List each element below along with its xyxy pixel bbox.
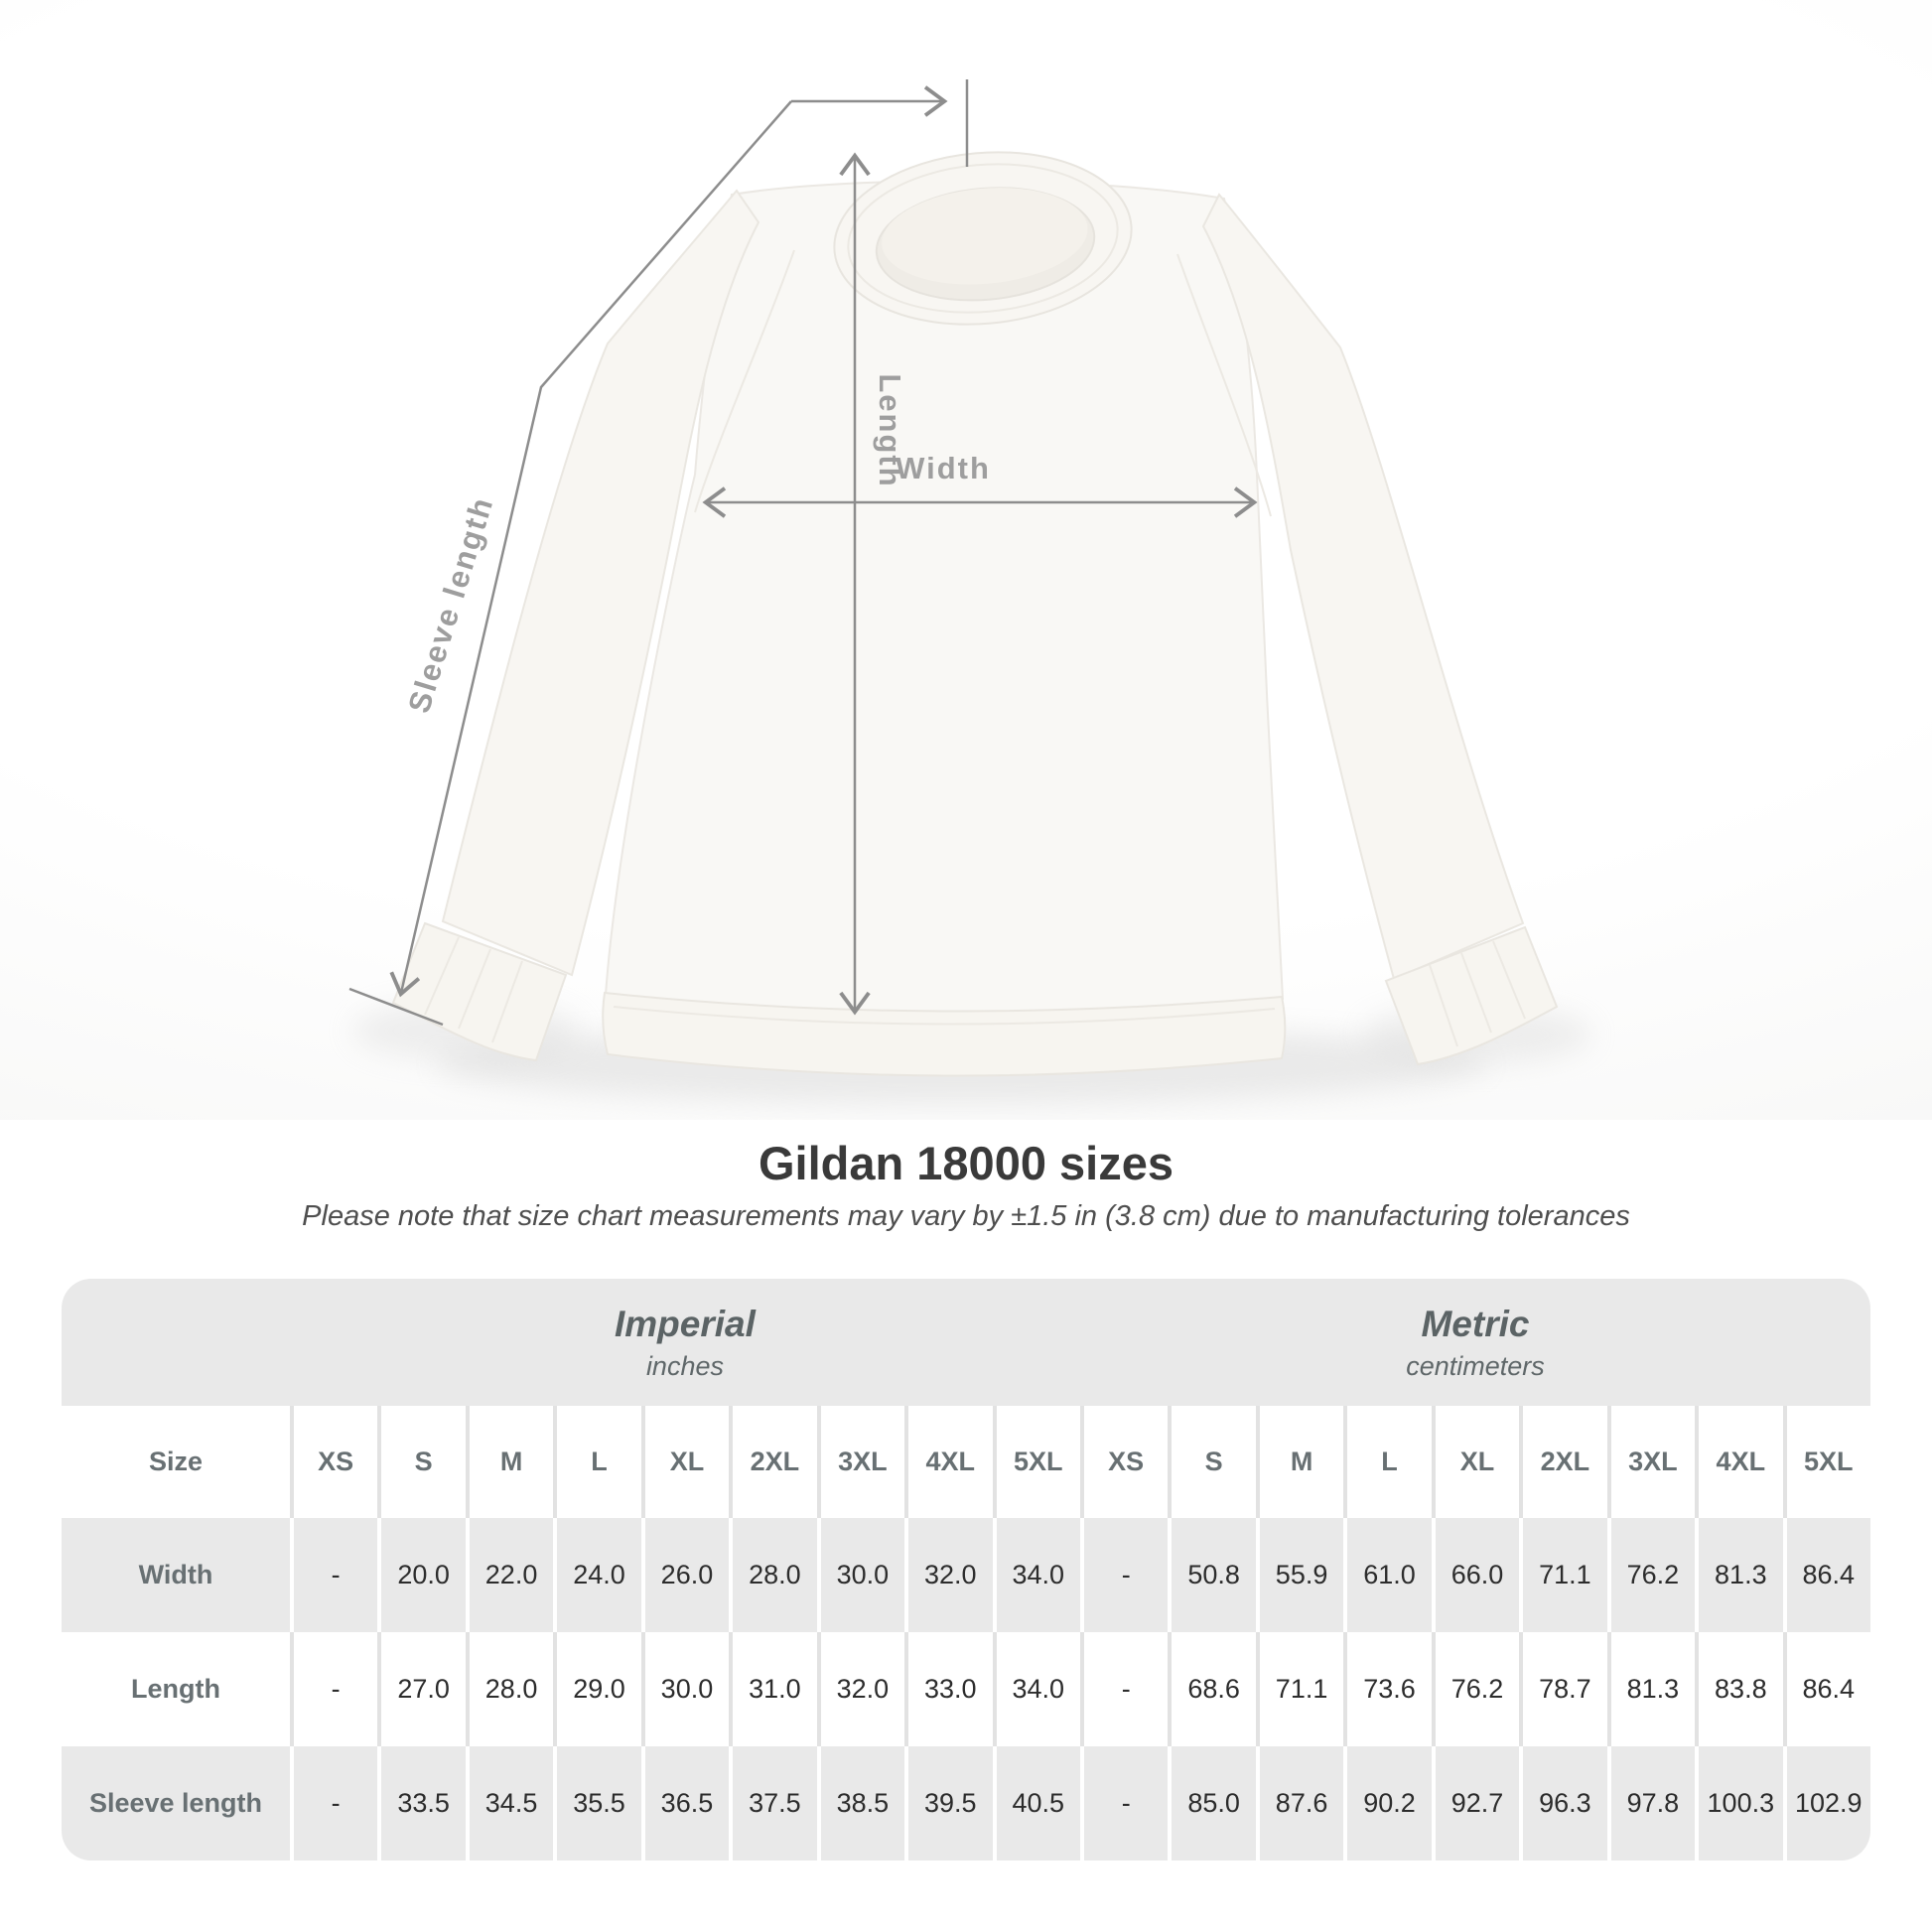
measurement-value-cell: 85.0 [1168, 1746, 1256, 1861]
measurement-value-cell: 37.5 [729, 1746, 817, 1861]
size-header-cell: L [1343, 1406, 1432, 1518]
sweatshirt-diagram-svg: Length Width Sleeve length [348, 79, 1591, 1104]
measurement-value-cell: 20.0 [377, 1518, 466, 1632]
size-header-cell: XL [640, 1406, 730, 1518]
measurement-value-cell: 26.0 [640, 1518, 730, 1632]
measurement-value-cell: 39.5 [904, 1746, 993, 1861]
unit-group-name: Imperial [615, 1303, 756, 1344]
size-header-cell: XS [1079, 1406, 1169, 1518]
measurement-value-cell: 81.3 [1606, 1632, 1696, 1746]
measurement-value-cell: 22.0 [465, 1518, 554, 1632]
measurement-value-cell: 78.7 [1519, 1632, 1607, 1746]
size-header-cell: XS [289, 1406, 378, 1518]
size-header-cell: XL [1431, 1406, 1520, 1518]
measurement-value-cell: 34.0 [992, 1518, 1080, 1632]
measurement-value-cell: 34.0 [992, 1632, 1080, 1746]
measurement-value-cell: 90.2 [1343, 1746, 1432, 1861]
measurement-value-cell: - [1079, 1746, 1169, 1861]
measurement-value-cell: 33.5 [377, 1746, 466, 1861]
measurement-value-cell: 76.2 [1431, 1632, 1520, 1746]
size-header-cell: 5XL [992, 1406, 1080, 1518]
measurement-value-cell: 29.0 [553, 1632, 641, 1746]
sweatshirt-illustration [352, 151, 1591, 1104]
measurement-value-cell: 40.5 [992, 1746, 1080, 1861]
measurement-value-cell: 81.3 [1695, 1518, 1783, 1632]
measurement-value-cell: - [1079, 1632, 1169, 1746]
measurement-value-cell: 86.4 [1782, 1518, 1870, 1632]
sleeve-length-label: Sleeve length [401, 492, 500, 717]
measurement-value-cell: 61.0 [1343, 1518, 1432, 1632]
measurement-value-cell: 32.0 [816, 1632, 905, 1746]
measurement-value-cell: 73.6 [1343, 1632, 1432, 1746]
size-header-cell: M [1255, 1406, 1344, 1518]
measurement-value-cell: - [289, 1746, 378, 1861]
bottom-margin [0, 1861, 1932, 1914]
measurement-value-cell: 33.0 [904, 1632, 993, 1746]
measurement-value-cell: 96.3 [1519, 1746, 1607, 1861]
unit-group-unit: inches [645, 1350, 724, 1381]
unit-group-metric: Metric centimeters [1080, 1279, 1870, 1406]
length-label: Length [873, 373, 907, 487]
unit-group-unit: centimeters [1406, 1350, 1545, 1381]
measurement-value-cell: 68.6 [1168, 1632, 1256, 1746]
measurement-row-label: Length [62, 1632, 290, 1746]
product-photo-section: Length Width Sleeve length [0, 0, 1932, 1120]
size-header-cell: M [465, 1406, 554, 1518]
size-header-cell: S [377, 1406, 466, 1518]
size-header-cell: 5XL [1782, 1406, 1870, 1518]
measurement-value-cell: 28.0 [465, 1632, 554, 1746]
measurement-value-cell: - [1079, 1518, 1169, 1632]
unit-group-name: Metric [1421, 1303, 1530, 1344]
measurement-value-cell: - [289, 1632, 378, 1746]
measurement-value-cell: 97.8 [1606, 1746, 1696, 1861]
table-unit-band: Imperial inches Metric centimeters [62, 1279, 1870, 1406]
tolerance-note: Please note that size chart measurements… [302, 1200, 1630, 1232]
measurement-value-cell: 28.0 [729, 1518, 817, 1632]
measurement-value-cell: 66.0 [1431, 1518, 1520, 1632]
size-header-cell: S [1168, 1406, 1256, 1518]
size-header-cell: 4XL [904, 1406, 993, 1518]
measurement-value-cell: 92.7 [1431, 1746, 1520, 1861]
size-header-cell: L [553, 1406, 641, 1518]
sleeve-length-arrow [389, 100, 792, 998]
measurement-value-cell: 76.2 [1606, 1518, 1696, 1632]
unit-group-imperial: Imperial inches [290, 1279, 1080, 1406]
size-header-cell: 3XL [1606, 1406, 1696, 1518]
measurement-value-cell: 71.1 [1255, 1632, 1344, 1746]
size-table-grid: Imperial inches Metric centimeters Size X… [62, 1279, 1870, 1861]
measurement-row-label: Width [62, 1518, 290, 1632]
measurement-value-cell: 86.4 [1782, 1632, 1870, 1746]
measurement-value-cell: 87.6 [1255, 1746, 1344, 1861]
measurement-annotations [348, 79, 1258, 1027]
measurement-value-cell: 36.5 [640, 1746, 730, 1861]
sleeve-end-tick [348, 987, 444, 1027]
measurement-value-cell: 24.0 [553, 1518, 641, 1632]
measurement-value-cell: 71.1 [1519, 1518, 1607, 1632]
measurement-value-cell: 83.8 [1695, 1632, 1783, 1746]
measurement-value-cell: 55.9 [1255, 1518, 1344, 1632]
measurement-value-cell: 31.0 [729, 1632, 817, 1746]
size-header-cell: 2XL [729, 1406, 817, 1518]
measurement-value-cell: 50.8 [1168, 1518, 1256, 1632]
size-header-cell: 2XL [1519, 1406, 1607, 1518]
measurement-value-cell: 102.9 [1782, 1746, 1870, 1861]
measurement-value-cell: 27.0 [377, 1632, 466, 1746]
measurement-value-cell: - [289, 1518, 378, 1632]
measurement-row-label: Sleeve length [62, 1746, 290, 1861]
measurement-value-cell: 100.3 [1695, 1746, 1783, 1861]
size-column-header: Size [62, 1406, 290, 1518]
measurement-value-cell: 30.0 [640, 1632, 730, 1746]
measurement-value-cell: 34.5 [465, 1746, 554, 1861]
measurement-value-cell: 38.5 [816, 1746, 905, 1861]
measurement-value-cell: 32.0 [904, 1518, 993, 1632]
measurement-value-cell: 30.0 [816, 1518, 905, 1632]
size-header-cell: 3XL [816, 1406, 905, 1518]
size-header-cell: 4XL [1695, 1406, 1783, 1518]
measurement-value-cell: 35.5 [553, 1746, 641, 1861]
page-title: Gildan 18000 sizes [758, 1137, 1174, 1189]
width-label: Width [896, 451, 991, 485]
